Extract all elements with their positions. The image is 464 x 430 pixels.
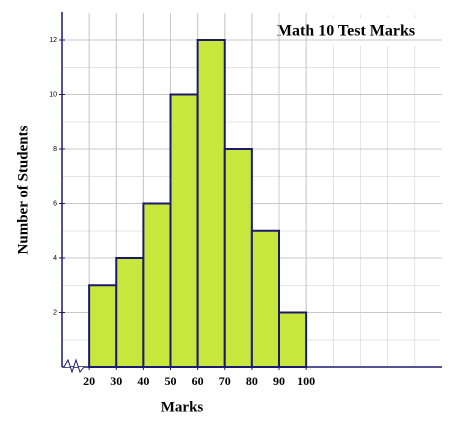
x-axis-label: Marks	[161, 399, 204, 415]
bar	[142, 202, 172, 368]
y-axis-label: Number of Students	[15, 125, 31, 254]
bar	[250, 229, 280, 368]
y-tick-label: 12	[49, 37, 57, 44]
title-box	[258, 18, 434, 46]
axis-break	[63, 358, 85, 374]
bar	[278, 311, 308, 368]
x-tick-label: 40	[137, 374, 149, 388]
bar	[88, 284, 118, 368]
x-tick-label: 60	[192, 374, 204, 388]
y-tick-label: 2	[53, 309, 57, 316]
x-tick-label: 50	[165, 374, 177, 388]
x-tick-label: 100	[297, 374, 315, 388]
x-tick-label: 20	[83, 374, 95, 388]
x-tick-label: 70	[219, 374, 231, 388]
bar	[169, 93, 199, 368]
bar	[223, 148, 253, 368]
x-tick-label: 30	[110, 374, 122, 388]
bar	[196, 39, 226, 368]
y-tick-label: 8	[53, 146, 57, 153]
y-tick-label: 4	[53, 255, 57, 262]
y-tick-label: 6	[53, 200, 57, 207]
bar	[115, 257, 145, 368]
y-tick-label: 10	[49, 91, 57, 98]
chart-title: Math 10 Test Marks	[277, 23, 415, 40]
x-tick-label: 80	[246, 374, 258, 388]
x-tick-label: 90	[273, 374, 285, 388]
